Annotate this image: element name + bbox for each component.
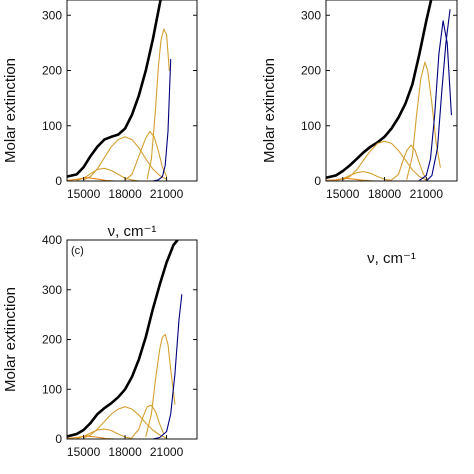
x-tick-label: 15000: [67, 187, 101, 201]
y-axis-title: Molar extinction: [2, 58, 19, 163]
plot-area: [67, 0, 172, 181]
measured-spectrum-line-1: [67, 0, 162, 178]
x-tick-label: 18000: [368, 187, 402, 201]
component-band-line-5: [146, 28, 170, 180]
component-band-line-7: [152, 58, 172, 181]
y-tick-label: 100: [42, 382, 62, 396]
y-tick-label: 300: [42, 8, 62, 22]
component-band-line-4: [131, 404, 165, 439]
component-band-line-7: [152, 294, 183, 439]
x-tick-label: 15000: [326, 187, 360, 201]
y-axis-title: Molar extinction: [261, 58, 278, 163]
y-tick-label: 200: [42, 64, 62, 78]
component-band-line-5: [406, 61, 441, 180]
plot-area: [67, 240, 183, 439]
y-tick-label: 400: [42, 233, 62, 247]
y-axis-title: Molar extinction: [2, 287, 19, 392]
axes-frame: [325, 0, 458, 182]
component-band-line-4: [390, 144, 429, 181]
x-axis-title: ν, cm⁻¹: [108, 223, 157, 240]
component-band-line-4: [124, 130, 168, 181]
y-tick-label: 200: [301, 64, 321, 78]
y-tick-label: 0: [55, 174, 62, 188]
component-band-line-3: [83, 406, 168, 439]
plot-area: [326, 0, 452, 181]
component-band-line-2: [335, 171, 393, 181]
chart-panel-3: 0 100 200 300 400 15000 18000 21000 Molar extinc…: [2, 233, 198, 459]
component-band-line-5: [145, 333, 176, 438]
measured-spectrum-line-1: [326, 0, 433, 179]
x-tick-label: 15000: [67, 445, 101, 459]
component-band-line-2: [76, 428, 133, 439]
x-tick-label: 21000: [150, 187, 184, 201]
component-band-line-8: [425, 9, 451, 181]
axes-frame: [66, 0, 198, 182]
x-tick-label: 18000: [108, 445, 142, 459]
x-tick-label: 21000: [410, 187, 444, 201]
component-band-line-3: [342, 140, 427, 181]
y-tick-label: 100: [42, 119, 62, 133]
chart-panel-1: 0 100 200 300 15000 18000 21000 Molar extinctio…: [2, 0, 198, 240]
x-tick-label: 18000: [108, 187, 142, 201]
y-tick-label: 300: [42, 283, 62, 297]
y-tick-label: 0: [55, 432, 62, 446]
component-band-line-2: [76, 167, 140, 181]
y-tick-label: 100: [301, 119, 321, 133]
chart-panel-2: 0 100 200 300 15000 18000 21000 Molar extinctio…: [261, 0, 458, 267]
component-band-line-3: [83, 136, 168, 181]
x-tick-label: 21000: [150, 445, 184, 459]
x-axis-title: ν, cm⁻¹: [367, 250, 416, 267]
y-tick-label: 0: [314, 174, 321, 188]
measured-spectrum-line-1: [67, 240, 179, 438]
y-tick-label: 200: [42, 333, 62, 347]
y-tick-label: 300: [301, 8, 321, 22]
panel-label: (c): [71, 245, 84, 257]
